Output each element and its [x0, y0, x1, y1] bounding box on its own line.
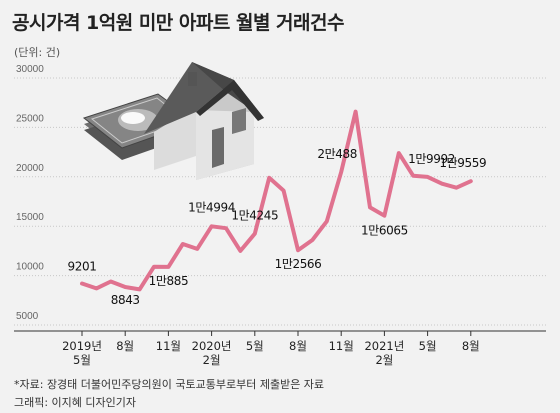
- data-label: 1만9559: [439, 156, 486, 170]
- data-label: 8843: [111, 293, 140, 307]
- data-point: [455, 186, 458, 189]
- graphic-credit: 그래픽: 이지혜 디자인기자: [14, 396, 137, 409]
- x-tick-label: 8월: [462, 339, 480, 353]
- house-icon: [144, 62, 264, 180]
- data-point: [296, 249, 300, 252]
- x-tick-label: 5월: [419, 339, 437, 353]
- x-axis: 2019년 5월 8월 11월 2020년 2월 5월 8월 11월 2021년 2월 5월 8월: [14, 330, 546, 367]
- data-label: 1만885: [149, 274, 189, 288]
- data-label: 1만4994: [188, 200, 235, 214]
- data-point: [152, 265, 156, 268]
- data-point: [138, 288, 141, 291]
- unit-label: (단위: 건): [14, 46, 61, 59]
- house-money-illustration: [82, 62, 264, 180]
- data-point: [210, 225, 213, 228]
- y-axis: 5000 10000 15000 20000 25000 30000: [16, 64, 44, 322]
- data-point: [239, 249, 242, 253]
- data-point: [311, 238, 314, 242]
- data-point: [325, 220, 328, 223]
- data-point: [426, 175, 429, 179]
- data-point: [124, 285, 127, 289]
- data-label: 1만6065: [361, 224, 408, 238]
- data-point: [268, 176, 271, 179]
- data-point: [397, 151, 400, 155]
- x-tick-label: 11월: [156, 339, 181, 353]
- chart-title: 공시가격 1억원 미만 아파트 월별 거래건수: [12, 12, 344, 34]
- data-label: 1만2566: [275, 257, 322, 271]
- data-point: [354, 110, 357, 113]
- series-line-path: [80, 109, 473, 292]
- y-tick-label: 25000: [16, 113, 44, 124]
- data-point: [282, 189, 285, 192]
- y-tick-label: 30000: [16, 64, 44, 75]
- data-point: [181, 242, 184, 246]
- data-point: [167, 265, 170, 269]
- y-tick-label: 10000: [16, 262, 44, 273]
- data-point: [95, 287, 98, 290]
- x-tick-label: 2020년 2월: [192, 339, 232, 367]
- data-point: [196, 247, 199, 251]
- data-point: [340, 170, 343, 174]
- data-label: 9201: [68, 259, 97, 273]
- data-point: [440, 182, 444, 185]
- x-tick-label: 2021년 2월: [364, 339, 404, 367]
- data-point: [109, 280, 113, 283]
- x-tick-label: 8월: [116, 339, 134, 353]
- y-tick-label: 5000: [16, 311, 39, 322]
- x-tick-label: 2019년 5월: [62, 339, 102, 367]
- data-point: [253, 232, 256, 235]
- data-point: [383, 214, 386, 217]
- source-note: *자료: 장경태 더불어민주당의원이 국토교통부로부터 제출받은 자료: [14, 378, 325, 391]
- data-label: 1만9992: [408, 152, 455, 166]
- x-tick-label: 8월: [289, 339, 307, 353]
- y-tick-label: 20000: [16, 163, 44, 174]
- data-label: 1만4245: [231, 209, 278, 223]
- data-point: [469, 179, 472, 183]
- data-point: [368, 206, 372, 209]
- data-point: [412, 174, 415, 178]
- x-tick-label: 5월: [246, 339, 264, 353]
- y-tick-label: 15000: [16, 212, 44, 223]
- x-tick-label: 11월: [329, 339, 354, 353]
- data-point: [80, 282, 84, 285]
- data-label: 2만488: [317, 147, 357, 161]
- data-point: [224, 226, 228, 230]
- series-line: [80, 109, 473, 292]
